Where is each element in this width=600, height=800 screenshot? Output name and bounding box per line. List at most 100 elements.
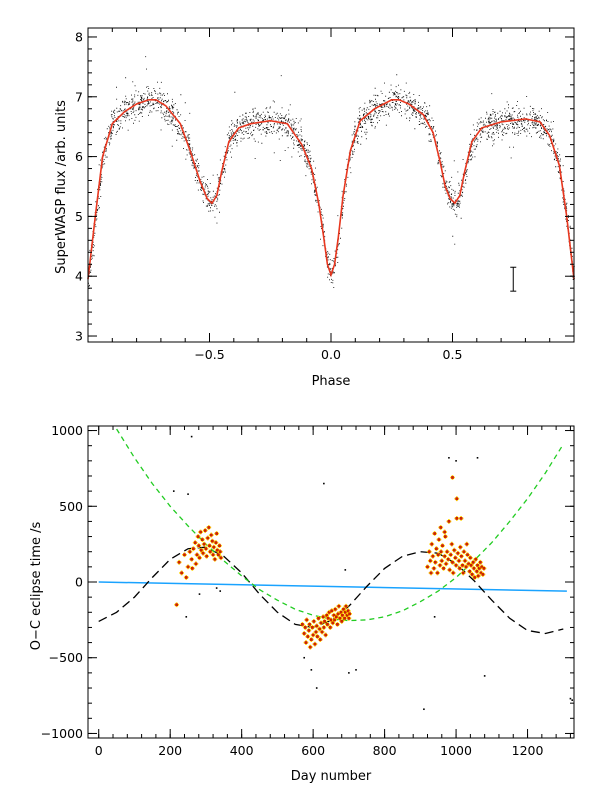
outlier-point [344,569,347,571]
timing-point [208,550,212,554]
timing-point [470,573,474,576]
timing-point [329,618,333,622]
binned-mean-curve [87,99,575,280]
timing-point [308,645,312,649]
timing-point [469,563,473,567]
outlier-point [448,457,450,459]
timing-point [306,635,310,638]
outlier-point [190,435,193,438]
light-curve-axes: −0.5 0.0 0.5 3 4 5 6 7 8 [75,27,575,362]
timing-point [328,626,332,629]
timing-point [305,618,309,622]
timing-point [180,571,184,575]
light-curve-y-tick-label: 4 [75,269,83,284]
timing-point [435,547,438,551]
timing-point [326,616,330,620]
light-curve-y-tick-label: 7 [75,89,83,104]
outlier-point [215,587,218,589]
timing-point [200,538,204,541]
timing-point [447,520,451,523]
oc-y-tick-label: −500 [49,650,83,665]
timing-point [319,621,323,625]
outlier-point [569,697,572,700]
timing-point [432,566,436,570]
timing-point [177,560,181,564]
timing-point [190,557,194,561]
timing-point [438,563,442,567]
timing-point [439,550,443,554]
outlier-point [433,616,436,618]
timing-point [453,556,457,560]
timing-point [482,566,486,570]
timing-point [429,571,433,575]
timing-point [451,571,455,575]
light-curve-x-axis-label: Phase [312,374,351,389]
timing-point [345,613,349,617]
sinusoid-fit-line [98,546,564,635]
timing-point [330,609,334,613]
timing-point [199,530,202,534]
timing-point [436,571,439,575]
outlier-point [483,675,486,677]
timing-point [175,603,179,607]
oc-x-tick-label: 600 [301,743,325,758]
timing-point [449,553,453,557]
oc-y-tick-label: 1000 [51,423,83,438]
timing-point [459,516,463,520]
timing-point [460,554,463,558]
oc-y-tick-label: 500 [59,499,83,514]
timing-point [196,535,200,538]
outlier-point [303,656,305,659]
timing-point [348,612,351,616]
timing-point [207,526,211,529]
timing-point [311,626,314,629]
timing-point [480,565,484,569]
timing-point [436,553,440,557]
outlier-point [348,672,350,674]
timing-point [198,556,201,560]
oc-x-tick-label: 200 [158,743,182,758]
timing-point [479,571,483,575]
timing-point [455,497,459,501]
timing-point [327,610,331,614]
oc-points-layer [172,435,574,711]
timing-point [204,547,208,551]
timing-point [199,548,203,552]
timing-point [465,542,469,546]
timing-point [430,542,434,546]
light-curve-annotation-layer [510,266,517,292]
oc-x-tick-label: 400 [230,743,254,758]
timing-point [428,559,432,563]
light-curve-y-tick-label: 3 [75,329,83,344]
oc-diagram-chart: 0 200 400 600 800 1000 1200 −1000 −500 0 500 1000 D… [29,423,575,784]
timing-point [303,626,307,629]
timing-point [190,566,194,570]
oc-axes: 0 200 400 600 800 1000 1200 −1000 −500 0 500 1000 [41,423,575,758]
timing-point [431,554,435,558]
timing-point [481,573,485,576]
timing-point [206,536,210,540]
light-curve-y-tick-label: 6 [75,149,83,164]
light-curve-plot-frame [87,27,575,343]
timing-point [466,553,469,557]
timing-point [443,554,447,558]
timing-point [477,566,481,570]
timing-point [346,609,350,613]
timing-point [475,569,479,573]
timing-point [443,530,447,534]
timing-point [452,548,456,552]
timing-point [317,616,320,620]
timing-point [210,539,214,543]
timing-point [333,618,336,622]
timing-point [439,526,443,529]
timing-point [332,613,336,617]
timing-point [445,550,449,554]
timing-point [201,551,205,555]
timing-point [468,556,472,560]
outlier-point [455,460,457,462]
outlier-point [310,669,313,671]
timing-point [461,563,464,567]
timing-point [341,613,344,617]
light-curve-y-axis-label: SuperWASP flux /arb. units [54,100,69,274]
outlier-point [323,482,325,485]
